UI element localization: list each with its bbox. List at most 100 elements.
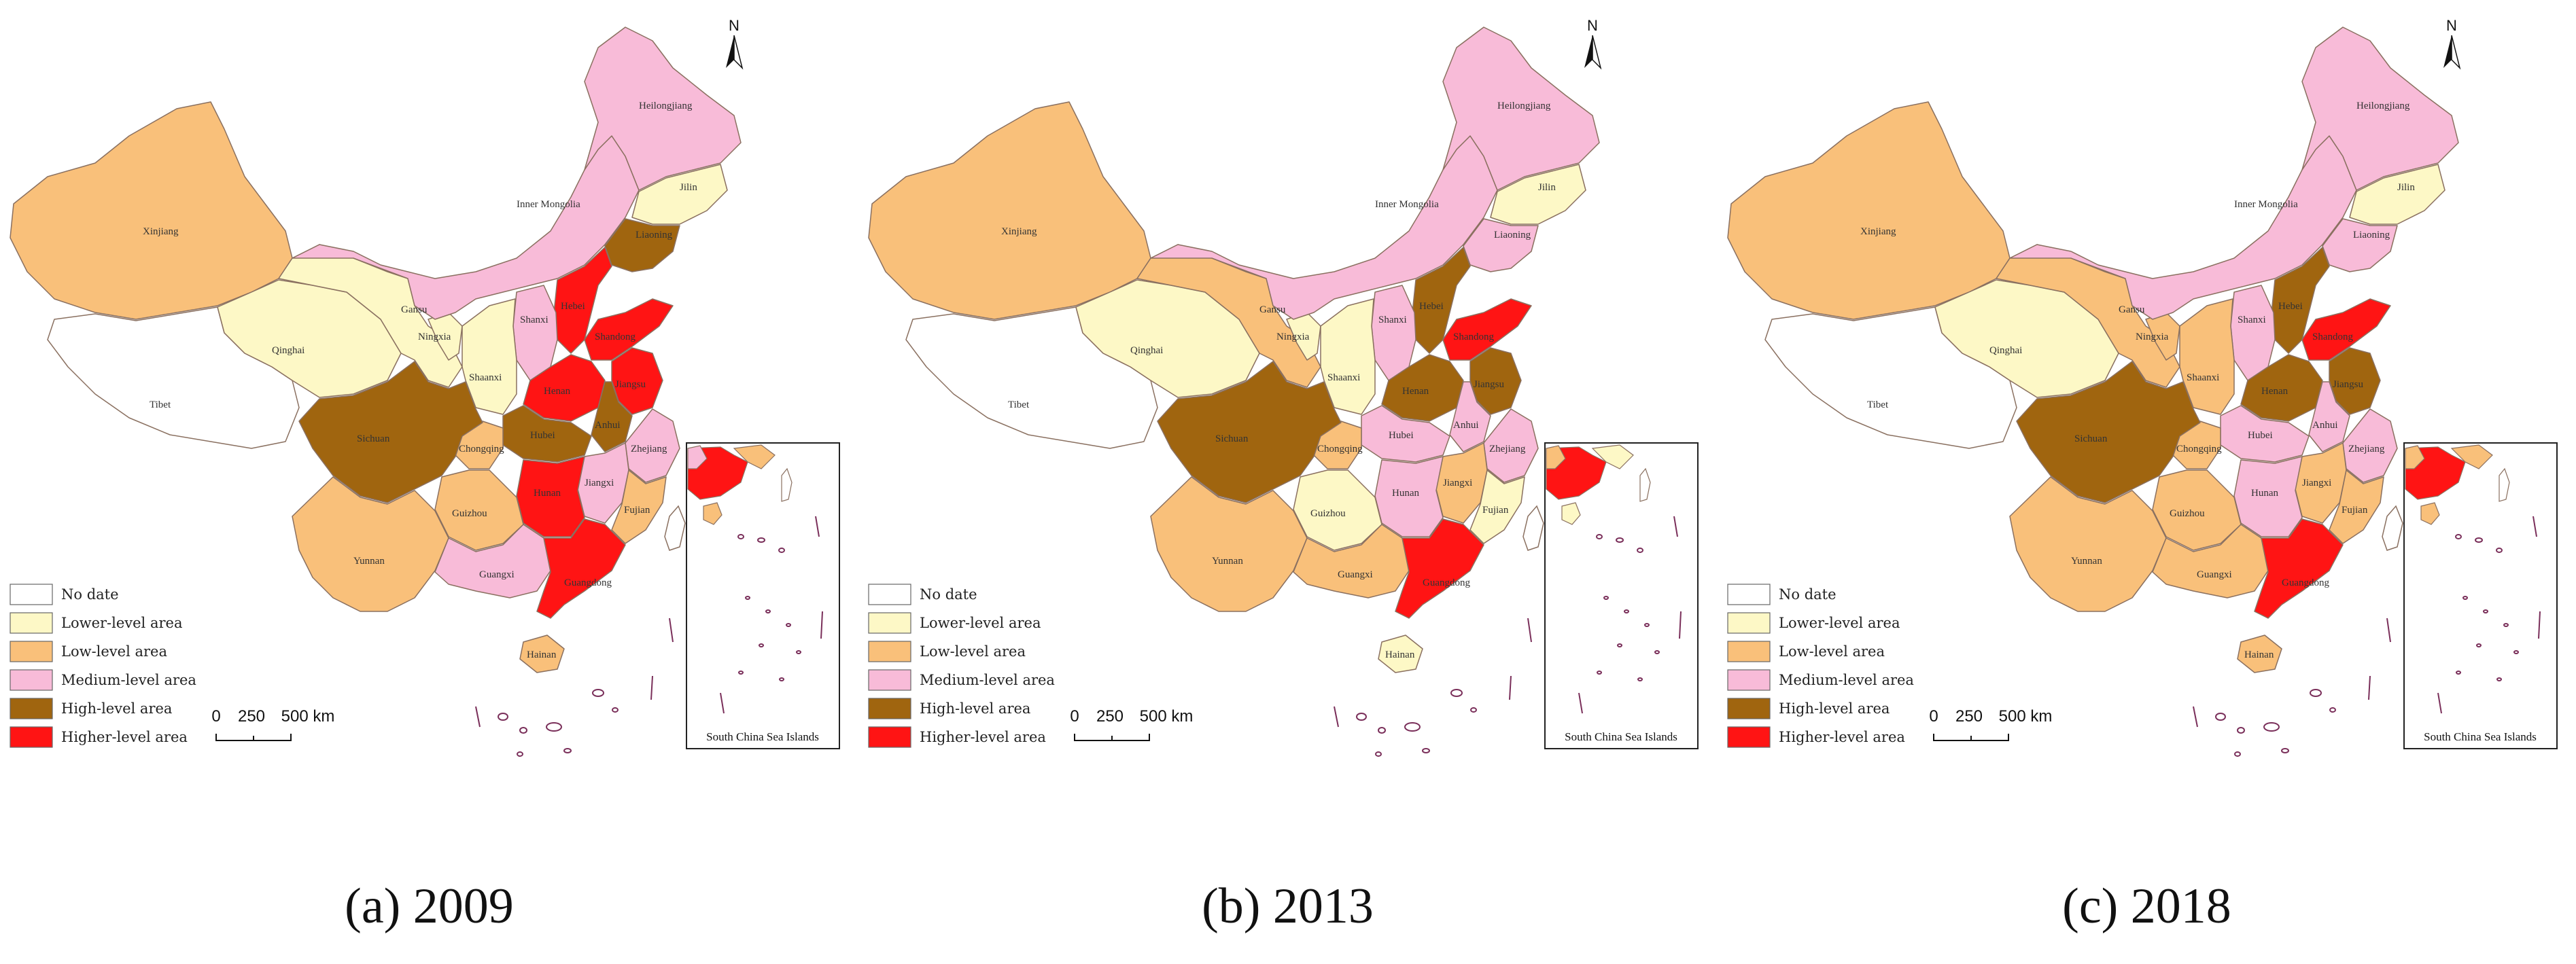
legend-label-lower: Lower-level area xyxy=(920,615,1041,631)
label-ningxia: Ningxia xyxy=(2136,332,2169,342)
label-chongqing: Chongqing xyxy=(459,444,504,454)
label-xinjiang: Xinjiang xyxy=(1001,226,1037,237)
label-yunnan: Yunnan xyxy=(353,556,385,567)
province-anhui xyxy=(591,381,633,452)
scale-line xyxy=(1933,734,2009,741)
label-guangdong: Guangdong xyxy=(2282,577,2329,588)
province-guangdong xyxy=(1395,518,1484,619)
label-jilin: Jilin xyxy=(1538,182,1556,193)
china-map: Xinjiang Tibet Qinghai Gansu Ningxia Sha… xyxy=(868,17,1699,757)
legend-label-high: High-level area xyxy=(61,700,172,717)
label-fujian: Fujian xyxy=(624,505,650,516)
label-heilongjiang: Heilongjiang xyxy=(1497,101,1551,111)
province-anhui xyxy=(1449,381,1491,452)
north-arrow-left-icon xyxy=(1584,35,1592,68)
province-jilin xyxy=(631,164,728,225)
label-ningxia: Ningxia xyxy=(1276,332,1310,342)
inset-map: South China Sea Islands xyxy=(686,442,840,749)
inset-fujian xyxy=(733,444,776,469)
label-jiangsu: Jiangsu xyxy=(1474,379,1505,390)
north-arrow-right-icon xyxy=(2451,35,2461,70)
label-shandong: Shandong xyxy=(1453,332,1495,342)
province-shandong xyxy=(584,298,674,361)
label-qinghai: Qinghai xyxy=(1989,345,2022,356)
province-tibet xyxy=(47,306,300,449)
province-xinjiang xyxy=(1727,101,2011,320)
legend-swatch-high xyxy=(1727,698,1771,719)
label-sichuan: Sichuan xyxy=(357,433,390,444)
map-caption: (a) 2009 xyxy=(345,878,514,934)
province-jilin xyxy=(2349,164,2446,225)
label-gansu: Gansu xyxy=(401,304,428,315)
province-shandong xyxy=(1442,298,1532,361)
scale-mid: 250 xyxy=(1096,707,1124,726)
label-hainan: Hainan xyxy=(1385,649,1415,660)
south-sea-islands xyxy=(475,590,693,757)
legend-swatch-lower xyxy=(10,612,53,634)
scale-end: 500 km xyxy=(1999,707,2053,726)
north-arrow: N xyxy=(1584,17,1602,70)
map-caption: (b) 2013 xyxy=(1202,878,1374,934)
legend-label-no-data: No date xyxy=(61,586,119,603)
map-panel-3: Xinjiang Tibet Qinghai Gansu Ningxia Sha… xyxy=(1718,0,2576,964)
map-panel-1: Xinjiang Tibet Qinghai Gansu Ningxia Sha… xyxy=(0,0,858,964)
province-fujian xyxy=(1469,469,1525,544)
legend-label-medium: Medium-level area xyxy=(61,672,196,688)
label-hebei: Hebei xyxy=(561,301,585,312)
legend-label-high: High-level area xyxy=(1779,700,1890,717)
legend-swatch-high xyxy=(868,698,911,719)
label-jilin: Jilin xyxy=(2397,182,2415,193)
inset-fujian xyxy=(1591,444,1634,469)
legend-label-lower: Lower-level area xyxy=(61,615,182,631)
province-sichuan xyxy=(1157,361,1342,503)
inset-title: South China Sea Islands xyxy=(706,730,819,743)
label-guangxi: Guangxi xyxy=(2197,569,2232,580)
label-hainan: Hainan xyxy=(527,649,557,660)
label-zhejiang: Zhejiang xyxy=(1489,444,1526,454)
label-shandong: Shandong xyxy=(2312,332,2354,342)
province-hainan xyxy=(519,635,565,673)
label-gansu: Gansu xyxy=(2119,304,2145,315)
inset-guangxi xyxy=(687,445,708,469)
province-tibet xyxy=(1764,306,2017,449)
label-shanxi: Shanxi xyxy=(2238,315,2266,325)
legend-swatch-low xyxy=(868,641,911,662)
legend-swatch-no-data xyxy=(10,584,53,605)
legend-label-medium: Medium-level area xyxy=(1779,672,1914,688)
scale-line xyxy=(1074,734,1150,741)
province-hainan xyxy=(2237,635,2282,673)
label-hubei: Hubei xyxy=(530,430,555,441)
label-hebei: Hebei xyxy=(2278,301,2303,312)
north-arrow-left-icon xyxy=(2443,35,2452,68)
legend-swatch-low xyxy=(10,641,53,662)
label-hainan: Hainan xyxy=(2244,649,2274,660)
legend-label-lower: Lower-level area xyxy=(1779,615,1900,631)
legend-swatch-lower xyxy=(868,612,911,634)
province-liaoning xyxy=(1463,218,1539,272)
inset-hainan xyxy=(703,502,723,525)
legend-label-low: Low-level area xyxy=(920,643,1026,660)
inset-title: South China Sea Islands xyxy=(2424,730,2537,743)
scale-mid: 250 xyxy=(1955,707,1983,726)
map-panel-2: Xinjiang Tibet Qinghai Gansu Ningxia Sha… xyxy=(858,0,1717,964)
label-jiangxi: Jiangxi xyxy=(585,478,614,488)
scale-zero: 0 xyxy=(1929,707,1938,726)
province-zhejiang xyxy=(2342,408,2398,483)
south-sea-islands xyxy=(2193,590,2410,757)
label-jiangxi: Jiangxi xyxy=(2302,478,2331,488)
scale-zero: 0 xyxy=(211,707,220,726)
north-arrow-right-icon xyxy=(733,35,744,70)
label-heilongjiang: Heilongjiang xyxy=(2356,101,2410,111)
label-jiangsu: Jiangsu xyxy=(2333,379,2364,390)
label-chongqing: Chongqing xyxy=(2176,444,2222,454)
inset-fujian xyxy=(2450,444,2493,469)
north-arrow: N xyxy=(726,17,744,70)
province-qinghai xyxy=(1075,279,1260,398)
label-gansu: Gansu xyxy=(1259,304,1286,315)
label-liaoning: Liaoning xyxy=(2353,230,2390,240)
province-heilongjiang xyxy=(2301,26,2459,191)
china-map: Xinjiang Tibet Qinghai Gansu Ningxia Sha… xyxy=(1727,17,2558,757)
scale-line xyxy=(215,734,292,741)
province-hubei xyxy=(2220,405,2310,463)
province-qinghai xyxy=(217,279,402,398)
